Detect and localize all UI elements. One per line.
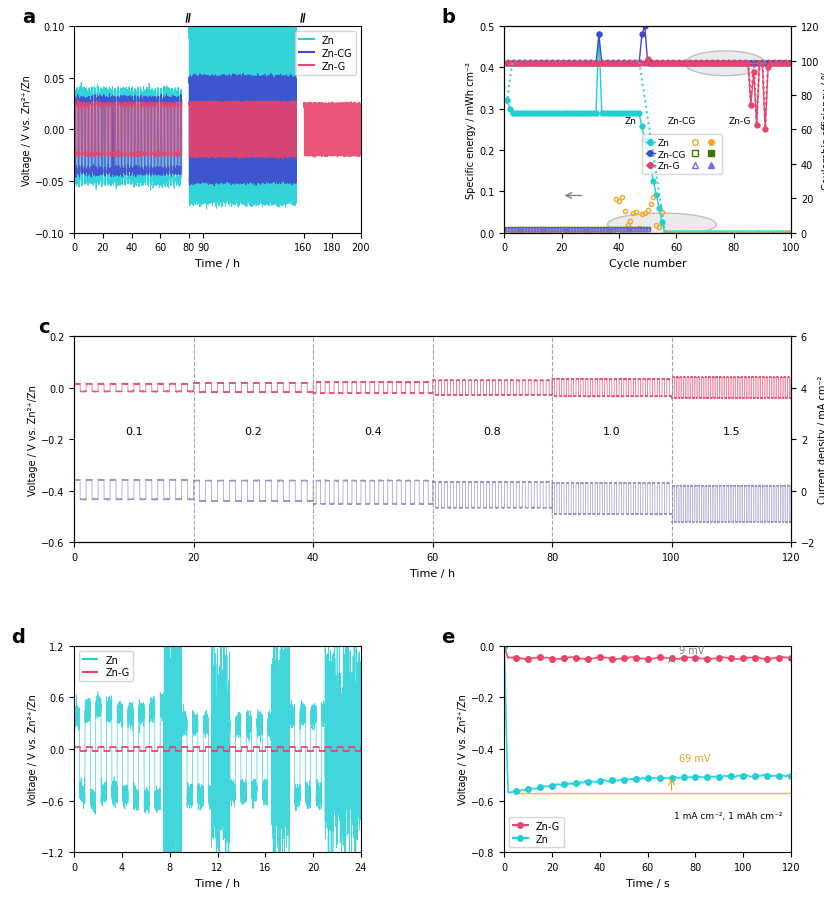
Text: 1 mA cm⁻², 1 mAh cm⁻²: 1 mA cm⁻², 1 mAh cm⁻² bbox=[674, 811, 783, 820]
Legend: Zn, Zn-CG, Zn-G, , , , , , : Zn, Zn-CG, Zn-G, , , , , , bbox=[642, 135, 722, 175]
Ellipse shape bbox=[607, 214, 717, 236]
Y-axis label: Current density / mA cm⁻²: Current density / mA cm⁻² bbox=[818, 375, 824, 504]
Text: a: a bbox=[22, 8, 35, 27]
Text: 0.2: 0.2 bbox=[245, 427, 262, 437]
Text: 0.1: 0.1 bbox=[125, 427, 143, 437]
Ellipse shape bbox=[685, 51, 765, 77]
X-axis label: Time / h: Time / h bbox=[195, 259, 240, 269]
Text: 69 mV: 69 mV bbox=[679, 753, 710, 763]
Text: b: b bbox=[441, 8, 455, 27]
Y-axis label: Specific energy / mWh cm⁻²: Specific energy / mWh cm⁻² bbox=[466, 62, 476, 198]
Text: 0.8: 0.8 bbox=[484, 427, 501, 437]
Y-axis label: Coulombic efficiency / %: Coulombic efficiency / % bbox=[822, 70, 824, 190]
Text: c: c bbox=[38, 318, 50, 336]
Text: 1.0: 1.0 bbox=[603, 427, 620, 437]
Y-axis label: Voltage / V vs. Zn²⁺/Zn: Voltage / V vs. Zn²⁺/Zn bbox=[458, 694, 468, 805]
Text: d: d bbox=[11, 627, 25, 646]
Y-axis label: Voltage / V vs. Zn²⁺/Zn: Voltage / V vs. Zn²⁺/Zn bbox=[22, 75, 32, 186]
Legend: Zn-G, Zn: Zn-G, Zn bbox=[509, 817, 564, 848]
Y-axis label: Voltage / V vs. Zn²⁺/Zn: Voltage / V vs. Zn²⁺/Zn bbox=[28, 384, 38, 495]
Text: e: e bbox=[441, 627, 455, 646]
Text: 0.4: 0.4 bbox=[364, 427, 382, 437]
X-axis label: Time / h: Time / h bbox=[195, 878, 240, 888]
X-axis label: Cycle number: Cycle number bbox=[609, 259, 686, 269]
Text: 1.5: 1.5 bbox=[723, 427, 740, 437]
X-axis label: Time / s: Time / s bbox=[625, 878, 670, 888]
Legend: Zn, Zn-G: Zn, Zn-G bbox=[79, 651, 133, 682]
Text: Zn-CG: Zn-CG bbox=[668, 117, 696, 126]
X-axis label: Time / h: Time / h bbox=[410, 568, 455, 578]
Legend: Zn, Zn-CG, Zn-G: Zn, Zn-CG, Zn-G bbox=[295, 32, 356, 76]
Text: 9 mV: 9 mV bbox=[679, 645, 704, 655]
Text: Zn: Zn bbox=[625, 117, 636, 126]
Text: Zn-G: Zn-G bbox=[728, 117, 751, 126]
Y-axis label: Voltage / V vs. Zn²⁺/Zn: Voltage / V vs. Zn²⁺/Zn bbox=[28, 694, 38, 805]
